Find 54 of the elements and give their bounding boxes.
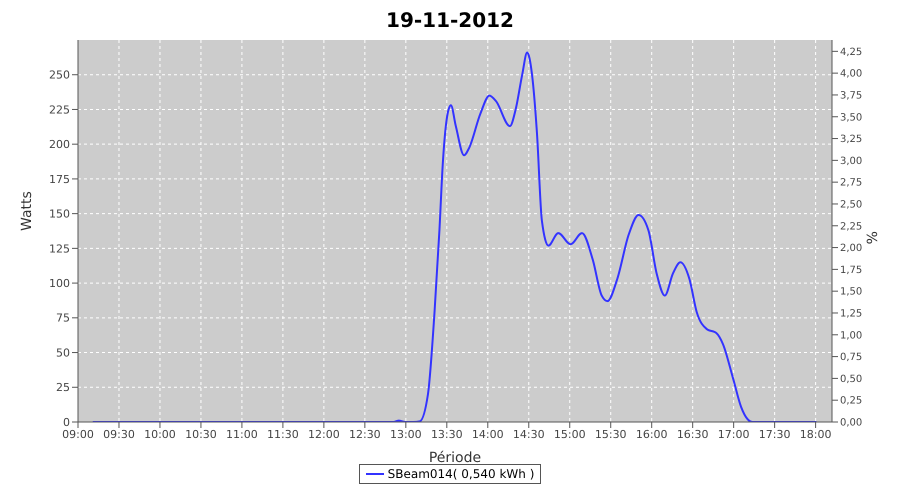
- y2-tick-label: 2,25: [840, 221, 862, 232]
- x-tick-label: 10:00: [144, 428, 176, 441]
- x-tick-label: 13:00: [390, 428, 422, 441]
- y-tick-label: 200: [49, 138, 70, 152]
- x-axis-title: Période: [428, 450, 482, 466]
- y2-tick-label: 3,00: [840, 156, 862, 167]
- x-tick-label: 11:30: [267, 428, 299, 441]
- y2-tick-label: 2,00: [840, 243, 862, 254]
- x-tick-label: 14:30: [512, 428, 545, 441]
- legend-label: SBeam014( 0,540 kWh ): [388, 467, 534, 481]
- y2-tick-label: 3,25: [840, 134, 862, 146]
- x-tick-label: 09:00: [62, 428, 94, 441]
- x-tick-label: 12:30: [348, 428, 381, 441]
- x-tick-label: 16:00: [636, 428, 668, 441]
- y2-tick-label: 2,50: [840, 200, 862, 211]
- x-tick-label: 15:30: [594, 428, 627, 441]
- y2-tick-label: 0,75: [840, 352, 862, 364]
- x-tick-label: 10:30: [185, 428, 217, 441]
- y2-tick-label: 4,25: [840, 46, 862, 58]
- y-tick-label: 0: [63, 416, 70, 429]
- y-tick-label: 225: [49, 103, 70, 116]
- x-tick-label: 09:30: [103, 428, 135, 441]
- y2-tick-label: 1,75: [840, 264, 862, 276]
- x-tick-label: 13:30: [430, 428, 463, 441]
- x-tick-label: 17:30: [758, 428, 790, 441]
- y-tick-label: 150: [49, 208, 70, 221]
- y2-tick-label: 3,75: [840, 90, 862, 102]
- y-tick-label: 125: [49, 242, 70, 256]
- y-tick-label: 250: [49, 68, 70, 82]
- x-tick-label: 15:00: [554, 428, 586, 441]
- y2-tick-label: 0,25: [840, 396, 862, 407]
- y2-tick-label: 1,00: [840, 330, 862, 342]
- x-tick-label: 12:00: [308, 428, 340, 441]
- x-tick-label: 17:00: [718, 428, 750, 441]
- x-tick-label: 11:00: [226, 428, 258, 441]
- y-axis-title: Watts: [18, 191, 35, 231]
- x-tick-label: 14:00: [472, 428, 504, 441]
- y2-tick-label: 0,00: [840, 418, 862, 429]
- line-series: [92, 52, 818, 422]
- y2-tick-label: 1,50: [840, 286, 862, 298]
- x-tick-label: 18:00: [800, 428, 832, 441]
- y-tick-label: 175: [49, 172, 70, 186]
- y2-tick-label: 2,75: [840, 178, 862, 189]
- y-tick-label: 100: [49, 276, 70, 290]
- y-tick-label: 50: [56, 346, 70, 360]
- y-tick-label: 75: [56, 312, 70, 325]
- y2-tick-label: 3,50: [840, 112, 862, 124]
- y-tick-label: 25: [56, 381, 70, 394]
- x-tick-label: 16:30: [676, 428, 709, 441]
- y2-tick-label: 1,25: [840, 308, 862, 320]
- y2-tick-label: 0,50: [840, 374, 862, 385]
- chart-title: 19-11-2012: [385, 8, 515, 32]
- y2-axis-title: %: [864, 231, 881, 244]
- y2-tick-label: 4,00: [840, 68, 862, 80]
